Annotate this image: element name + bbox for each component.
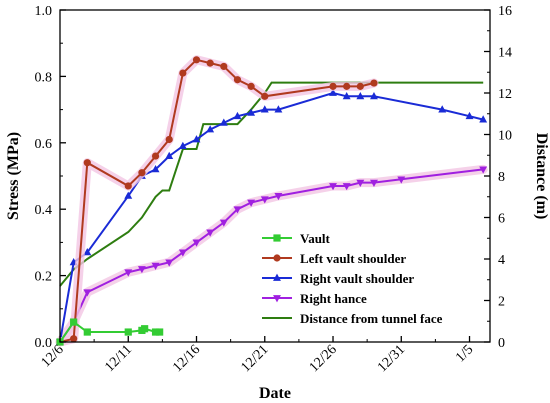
y2-tick-label: 0 xyxy=(498,336,505,351)
data-point xyxy=(151,262,160,270)
y2-tick-label: 4 xyxy=(498,253,505,268)
data-point xyxy=(83,159,91,167)
plot-area xyxy=(55,55,488,347)
data-point xyxy=(165,259,174,267)
data-point xyxy=(274,193,283,201)
y-tick-label: 1.0 xyxy=(35,4,53,19)
data-point xyxy=(233,206,242,214)
data-point xyxy=(192,135,201,143)
data-point xyxy=(83,289,92,297)
data-point xyxy=(274,105,283,113)
data-point xyxy=(192,239,201,247)
x-tick-label: 12/31 xyxy=(375,342,408,375)
data-point xyxy=(70,318,78,326)
legend-label: Left vault shoulder xyxy=(300,251,406,266)
legend-marker xyxy=(273,273,281,281)
data-point xyxy=(124,269,133,277)
y-tick-label: 0.2 xyxy=(35,270,53,285)
data-point xyxy=(342,92,351,100)
data-point xyxy=(356,82,364,90)
data-point xyxy=(479,115,488,123)
data-point xyxy=(247,199,256,207)
legend-label: Vault xyxy=(300,231,331,246)
data-point xyxy=(343,82,351,90)
data-point xyxy=(206,125,215,133)
legend-marker xyxy=(273,295,281,303)
y-tick-label: 0.6 xyxy=(35,137,53,152)
data-point xyxy=(151,152,160,160)
data-point xyxy=(206,59,214,67)
data-point xyxy=(356,179,365,187)
data-point xyxy=(356,92,365,100)
data-point xyxy=(179,69,187,77)
data-point xyxy=(165,151,174,159)
data-point xyxy=(370,179,378,187)
data-point xyxy=(342,183,351,191)
data-point xyxy=(219,118,228,126)
y-tick-label: 0.8 xyxy=(35,70,53,85)
data-point xyxy=(438,105,447,113)
legend-marker xyxy=(273,234,281,242)
data-point xyxy=(370,92,378,100)
data-point xyxy=(141,325,149,333)
data-point xyxy=(233,76,242,84)
data-point xyxy=(329,82,337,90)
y2-tick-label: 12 xyxy=(498,87,512,102)
y2-tick-label: 8 xyxy=(498,170,505,185)
y-tick-label: 0.0 xyxy=(35,336,53,351)
x-tick-label: 1/5 xyxy=(453,342,476,365)
y2-tick-label: 10 xyxy=(498,129,512,144)
data-point xyxy=(70,335,78,343)
legend: Vault Left vault shoulder Right vault shou… xyxy=(262,231,443,326)
data-point xyxy=(220,62,228,71)
data-point xyxy=(178,249,187,257)
series-line xyxy=(59,91,484,343)
data-point xyxy=(329,88,337,96)
x-tick-label: 12/21 xyxy=(238,342,271,375)
y2-tick-label: 2 xyxy=(498,295,505,310)
data-point xyxy=(260,105,269,113)
data-point xyxy=(124,191,133,199)
data-point xyxy=(192,56,201,64)
data-point xyxy=(233,111,242,120)
y2-tick-label: 14 xyxy=(498,46,512,61)
x-tick-label: 12/26 xyxy=(307,342,340,375)
x-tick-label: 12/11 xyxy=(102,342,135,375)
data-point xyxy=(124,182,132,190)
data-point xyxy=(151,165,160,173)
data-point xyxy=(83,248,92,256)
x-tick-label: 12/16 xyxy=(170,342,203,375)
y2-axis-title: Distance (m) xyxy=(533,133,550,220)
data-point xyxy=(138,169,146,177)
data-point xyxy=(178,141,187,149)
data-point xyxy=(124,328,132,336)
data-point xyxy=(247,82,255,90)
legend-label: Right hance xyxy=(300,291,367,306)
y2-tick-label: 6 xyxy=(498,212,505,227)
data-point xyxy=(247,108,256,116)
legend-label: Distance from tunnel face xyxy=(300,311,443,326)
data-point xyxy=(479,166,488,174)
data-point xyxy=(219,219,228,227)
data-point xyxy=(260,196,269,204)
data-point xyxy=(165,135,173,144)
y-axis-title: Stress (MPa) xyxy=(5,132,22,220)
x-axis-title: Date xyxy=(259,385,291,402)
legend-label: Right vault shoulder xyxy=(300,271,414,286)
data-point xyxy=(151,328,160,336)
data-point xyxy=(397,176,406,184)
y2-tick-label: 16 xyxy=(498,4,512,19)
data-point xyxy=(261,92,269,100)
data-point xyxy=(156,328,164,336)
data-point xyxy=(137,266,146,274)
y-tick-label: 0.4 xyxy=(35,203,53,218)
data-point xyxy=(329,183,337,191)
data-point xyxy=(465,111,474,120)
legend-marker xyxy=(273,254,281,262)
data-point xyxy=(206,229,215,237)
data-point xyxy=(83,328,91,336)
data-point xyxy=(370,79,378,87)
